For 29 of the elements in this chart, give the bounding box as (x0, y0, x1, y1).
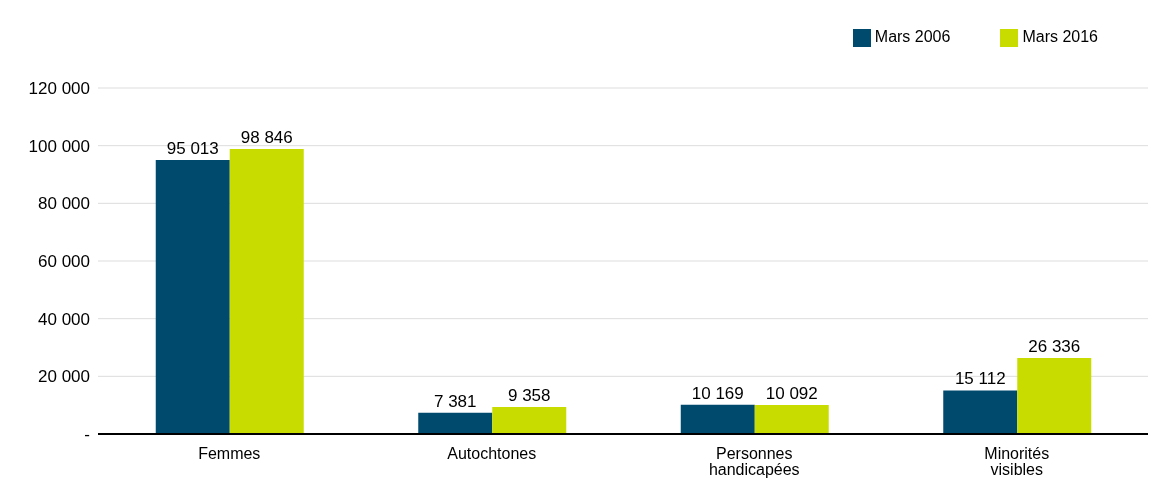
legend-label: Mars 2006 (874, 28, 951, 45)
data-label: 10 169 (691, 383, 744, 403)
data-label: 98 846 (240, 127, 293, 147)
data-label: 15 112 (954, 369, 1006, 389)
x-tick-label: Minorités visibles (984, 445, 1050, 479)
data-label: 95 013 (166, 139, 219, 159)
x-tick-label: Personnes handicapées (708, 445, 800, 479)
data-label: 9 358 (507, 386, 551, 406)
y-tick-label: 80 000 (38, 194, 90, 214)
bar (680, 404, 755, 434)
bar (943, 390, 1018, 434)
bar (754, 404, 829, 434)
bar (418, 412, 493, 434)
bar (492, 407, 567, 434)
bar (229, 148, 304, 434)
data-label: 10 092 (765, 383, 818, 403)
bar (155, 160, 230, 434)
y-tick-label: 60 000 (38, 252, 90, 272)
y-tick-label: 20 000 (38, 367, 90, 387)
bar (1017, 358, 1092, 434)
y-tick-label: 100 000 (28, 136, 90, 156)
y-tick-label: - (84, 425, 90, 445)
legend-label: Mars 2016 (1022, 28, 1098, 45)
data-label: 26 336 (1028, 337, 1081, 357)
data-label: 7 381 (433, 391, 477, 411)
y-tick-label: 40 000 (38, 309, 90, 329)
y-tick-label: 120 000 (28, 79, 90, 99)
x-tick-label: Femmes (198, 445, 261, 463)
x-tick-label: Autochtones (447, 445, 537, 463)
